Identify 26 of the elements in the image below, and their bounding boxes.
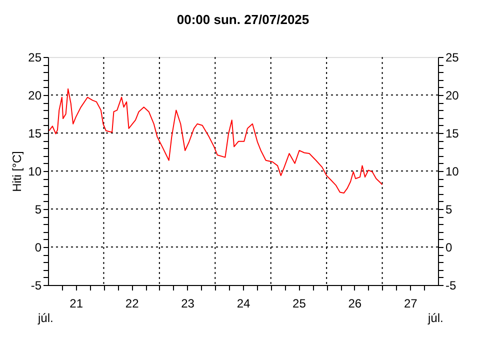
x-tick-label: 22 <box>125 296 140 310</box>
y2-tick-label: -5 <box>446 278 456 292</box>
y-axis-title: Hiti [°C] <box>10 151 24 192</box>
text: júl. <box>37 311 54 325</box>
y-tick-label: 5 <box>34 202 42 216</box>
y-tick-label: 15 <box>28 126 42 140</box>
x-tick-label: 26 <box>348 296 362 310</box>
y-tick-label: 25 <box>28 50 42 64</box>
x-tick-label: 25 <box>292 296 306 310</box>
chart-title: 00:00 sun. 27/07/2025 <box>176 12 310 27</box>
x-tick-label: 24 <box>236 296 250 310</box>
x-tick-label: 23 <box>181 296 195 310</box>
text: júl. <box>427 311 444 325</box>
y-tick-label: -5 <box>30 278 42 292</box>
x-tick-label: 27 <box>404 296 418 310</box>
y-tick-label: 20 <box>28 88 42 102</box>
y2-tick-label: 25 <box>446 50 460 64</box>
y2-tick-label: 15 <box>446 126 460 140</box>
x-tick-label: 21 <box>70 296 84 310</box>
y-tick-label: 10 <box>28 164 42 178</box>
y-tick-label: 0 <box>34 240 42 254</box>
y2-tick-label: 5 <box>446 202 452 216</box>
line-series <box>48 88 383 194</box>
y2-tick-label: 10 <box>446 164 460 178</box>
y2-tick-label: 20 <box>446 88 460 102</box>
y2-tick-label: 0 <box>446 240 452 254</box>
